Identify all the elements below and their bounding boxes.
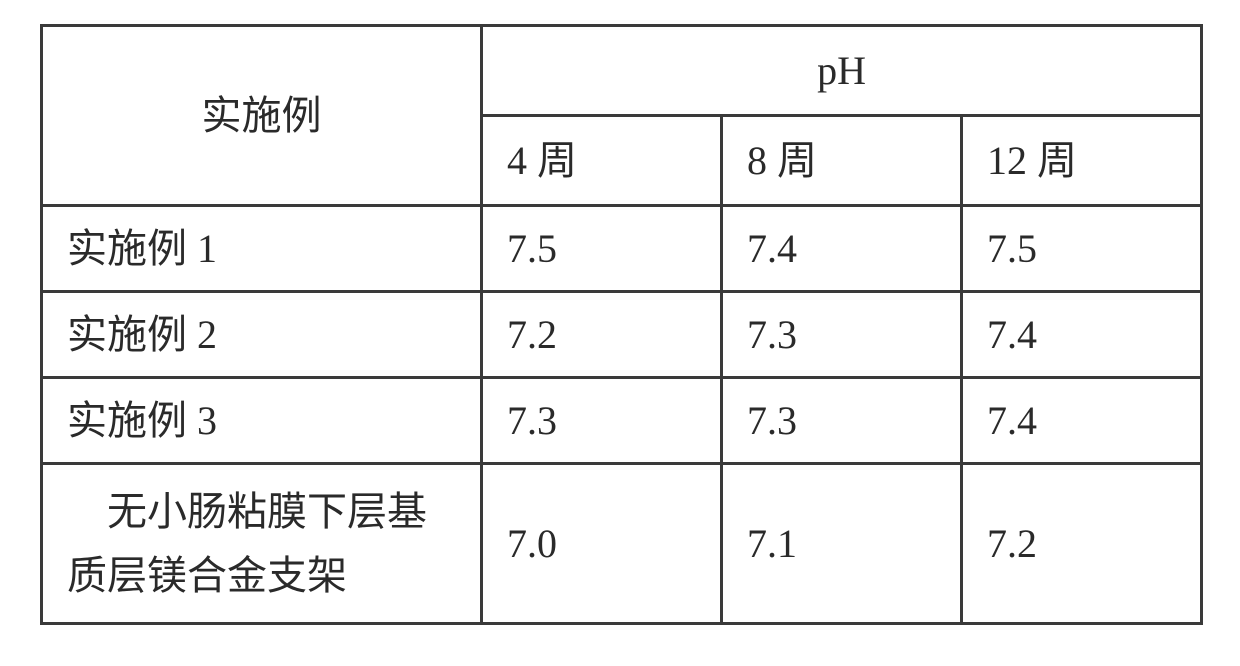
row-label: 实施例 2 — [42, 292, 482, 378]
row-label-multiline: 无小肠粘膜下层基 质层镁合金支架 — [42, 464, 482, 624]
cell-week4: 7.2 — [482, 292, 722, 378]
header-example-label: 实施例 — [42, 26, 482, 206]
table-row: 实施例 2 7.2 7.3 7.4 — [42, 292, 1202, 378]
row-label: 实施例 3 — [42, 378, 482, 464]
cell-week12: 7.2 — [962, 464, 1202, 624]
cell-week8: 7.4 — [722, 206, 962, 292]
row-label-line2: 质层镁合金支架 — [67, 544, 480, 608]
cell-week4: 7.0 — [482, 464, 722, 624]
header-week8: 8 周 — [722, 116, 962, 206]
cell-week12: 7.4 — [962, 292, 1202, 378]
table-row: 无小肠粘膜下层基 质层镁合金支架 7.0 7.1 7.2 — [42, 464, 1202, 624]
header-week12: 12 周 — [962, 116, 1202, 206]
cell-week8: 7.3 — [722, 292, 962, 378]
cell-week4: 7.5 — [482, 206, 722, 292]
table-row: 实施例 1 7.5 7.4 7.5 — [42, 206, 1202, 292]
header-ph-group: pH — [482, 26, 1202, 116]
cell-week8: 7.1 — [722, 464, 962, 624]
ph-data-table: 实施例 pH 4 周 8 周 12 周 实施例 1 7.5 7.4 7.5 实施… — [40, 24, 1203, 625]
cell-week12: 7.5 — [962, 206, 1202, 292]
cell-week8: 7.3 — [722, 378, 962, 464]
header-week4: 4 周 — [482, 116, 722, 206]
table-header-row-1: 实施例 pH — [42, 26, 1202, 116]
table-container: 实施例 pH 4 周 8 周 12 周 实施例 1 7.5 7.4 7.5 实施… — [0, 0, 1240, 649]
cell-week4: 7.3 — [482, 378, 722, 464]
row-label-line1: 无小肠粘膜下层基 — [67, 480, 480, 544]
cell-week12: 7.4 — [962, 378, 1202, 464]
row-label: 实施例 1 — [42, 206, 482, 292]
table-row: 实施例 3 7.3 7.3 7.4 — [42, 378, 1202, 464]
